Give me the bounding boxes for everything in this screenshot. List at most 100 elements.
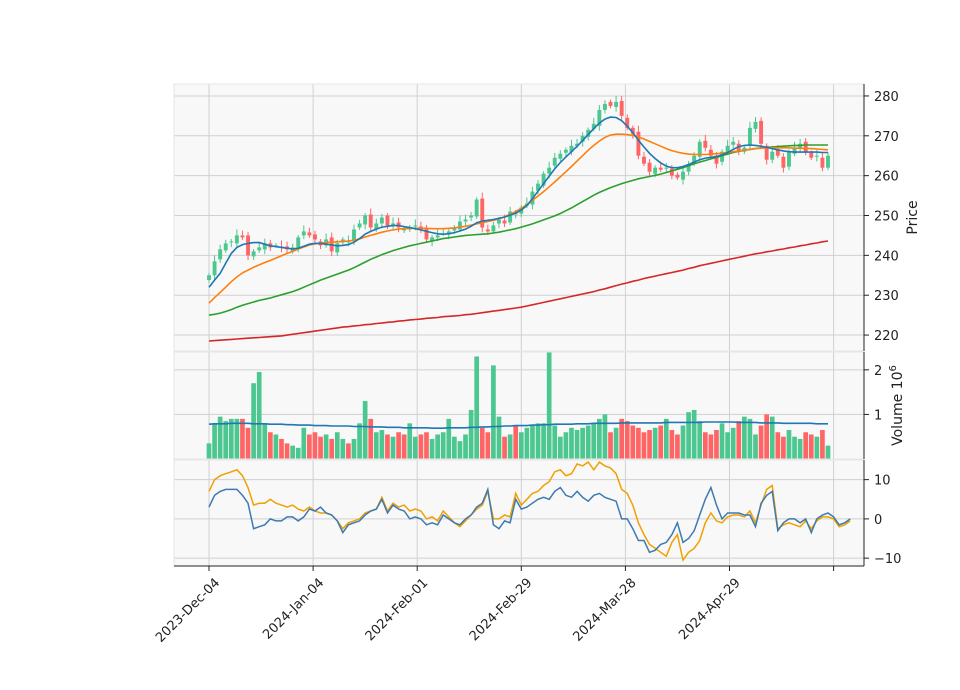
candle-body bbox=[246, 235, 250, 256]
ma-200-line bbox=[208, 240, 829, 342]
candle-body bbox=[547, 167, 552, 174]
macd-signal-line bbox=[208, 460, 851, 562]
volume-bar bbox=[262, 423, 268, 459]
volume-bar bbox=[329, 438, 335, 459]
candle-body bbox=[558, 153, 563, 159]
price-panel bbox=[207, 95, 830, 342]
volume-bar bbox=[557, 436, 563, 459]
price-y-tick-label: 230 bbox=[874, 289, 899, 304]
volume-bar bbox=[624, 421, 630, 459]
volume-bar bbox=[719, 423, 725, 459]
volume-bar bbox=[435, 434, 440, 459]
price-y-tick-label: 240 bbox=[874, 249, 899, 264]
candle-body bbox=[223, 243, 228, 251]
volume-bar bbox=[206, 443, 212, 459]
volume-bar bbox=[518, 432, 524, 459]
volume-bar bbox=[630, 425, 636, 459]
volume-bar bbox=[585, 425, 591, 459]
volume-bar bbox=[524, 427, 530, 459]
candle-body bbox=[725, 145, 730, 153]
candle-body bbox=[374, 223, 379, 230]
volume-ma-line bbox=[208, 421, 828, 430]
volume-bar bbox=[702, 432, 708, 459]
ma-long-line bbox=[208, 144, 828, 316]
candle-body bbox=[474, 199, 479, 217]
volume-bar bbox=[552, 425, 558, 459]
candle-body bbox=[480, 198, 485, 228]
candle-body bbox=[569, 145, 574, 152]
volume-bar bbox=[452, 436, 457, 459]
price-y-tick-label: 250 bbox=[874, 210, 899, 225]
volume-bar bbox=[814, 436, 820, 459]
volume-bar bbox=[290, 445, 295, 459]
candle-body bbox=[435, 235, 440, 238]
candle-body bbox=[240, 235, 245, 238]
volume-bar bbox=[390, 436, 396, 459]
candle-body bbox=[608, 101, 613, 106]
volume-bar bbox=[675, 434, 680, 459]
x-tick-label: 2023-Dec-04 bbox=[153, 576, 223, 646]
candle-body bbox=[770, 151, 775, 160]
candle-body bbox=[664, 167, 669, 169]
candle-body bbox=[452, 227, 457, 231]
volume-bar bbox=[513, 425, 519, 459]
candle-body bbox=[714, 155, 719, 164]
volume-bar bbox=[580, 427, 585, 459]
candle-body bbox=[463, 219, 468, 222]
volume-bar bbox=[212, 423, 217, 459]
candle-body bbox=[430, 237, 435, 242]
volume-bar bbox=[820, 430, 825, 459]
volume-bar bbox=[245, 427, 251, 459]
candle-body bbox=[385, 215, 390, 226]
volume-bar bbox=[597, 418, 602, 459]
volume-bar bbox=[535, 423, 541, 459]
volume-bar bbox=[496, 416, 502, 459]
volume-bar bbox=[362, 401, 368, 459]
volume-axis-label: Volume 106 bbox=[888, 365, 906, 446]
macd-y-tick-label: −10 bbox=[874, 552, 901, 567]
volume-bar bbox=[468, 409, 474, 459]
price-axis-label: Price bbox=[905, 200, 921, 234]
volume-bar bbox=[318, 436, 323, 459]
volume-bar bbox=[401, 434, 407, 459]
candle-body bbox=[764, 145, 769, 160]
candle-body bbox=[731, 141, 736, 145]
volume-bar bbox=[412, 436, 418, 459]
candle-body bbox=[307, 232, 312, 236]
volume-bar bbox=[446, 418, 452, 459]
volume-bar bbox=[479, 427, 485, 459]
volume-bar bbox=[613, 427, 619, 459]
volume-bar bbox=[385, 434, 390, 459]
volume-bar bbox=[602, 414, 608, 459]
volume-panel bbox=[206, 352, 831, 459]
candle-body bbox=[809, 152, 814, 158]
volume-bar bbox=[256, 372, 262, 459]
candle-body bbox=[681, 171, 685, 180]
candle-body bbox=[346, 241, 351, 243]
candle-body bbox=[424, 228, 429, 240]
candle-body bbox=[614, 101, 619, 107]
volume-bar bbox=[474, 356, 480, 459]
volume-bar bbox=[742, 416, 747, 459]
candle-body bbox=[814, 155, 819, 157]
candle-body bbox=[792, 147, 797, 154]
volume-bar bbox=[228, 418, 234, 459]
candle-body bbox=[775, 149, 780, 156]
volume-bar bbox=[491, 365, 496, 459]
volume-bar bbox=[764, 414, 769, 459]
price-y-tick-label: 260 bbox=[874, 170, 899, 185]
volume-bar bbox=[569, 427, 574, 459]
volume-bar bbox=[747, 418, 753, 459]
candle-body bbox=[658, 167, 663, 170]
volume-bar bbox=[502, 436, 507, 459]
candle-body bbox=[753, 121, 758, 129]
candle-body bbox=[457, 221, 462, 230]
candle-body bbox=[552, 157, 557, 166]
candle-body bbox=[446, 231, 451, 235]
volume-bar bbox=[530, 425, 535, 459]
volume-bar bbox=[619, 418, 625, 459]
volume-bar bbox=[351, 438, 357, 459]
volume-bar bbox=[457, 441, 463, 459]
volume-bar bbox=[541, 423, 546, 459]
